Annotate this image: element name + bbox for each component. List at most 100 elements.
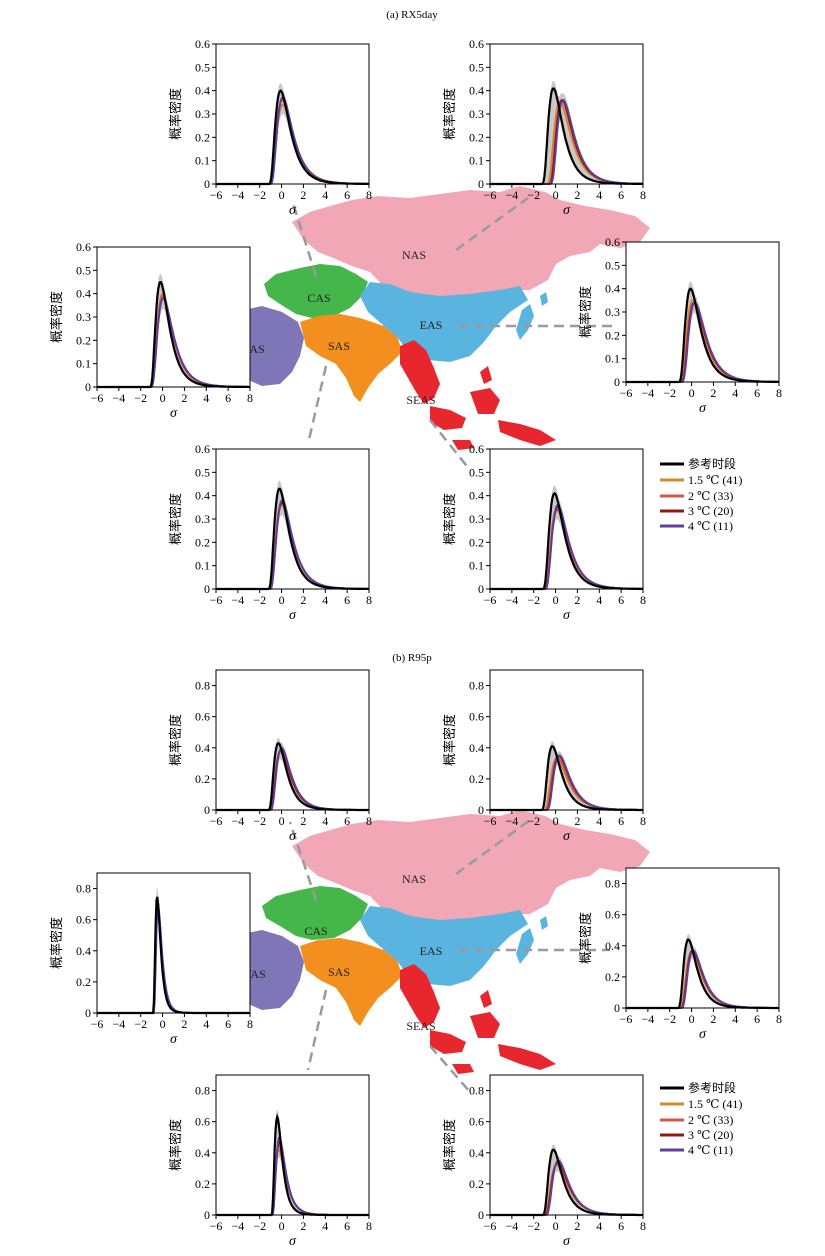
y-axis-label: 概率密度 [168,88,184,140]
y-tick-label: 0.8 [605,877,620,891]
x-tick-label: 0 [689,1012,695,1026]
x-axis-label: σ [563,829,571,844]
y-tick-label: 0.4 [469,84,484,98]
x-tick-label: −4 [231,593,244,607]
x-tick-label: 2 [300,814,306,828]
region-label-sas: SAS [328,965,350,979]
y-tick-label: 0.1 [195,559,210,573]
x-tick-label: −2 [253,814,266,828]
y-tick-label: 0.1 [469,154,484,168]
y-tick-label: 0 [204,582,210,596]
y-tick-label: 0.4 [195,741,210,755]
plot-area [97,247,250,387]
x-tick-label: −2 [253,188,266,202]
x-axis-label: σ [289,608,297,623]
panel-a-title: (a) RX5day [386,9,438,21]
x-tick-label: 0 [160,1017,166,1031]
plot-area [490,449,643,589]
y-tick-label: 0.2 [469,772,484,786]
x-tick-label: −4 [231,1219,244,1233]
y-axis-label: 概率密度 [442,714,458,766]
y-tick-label: 0 [478,1208,484,1222]
region-label-nas: NAS [402,248,426,262]
x-tick-label: 0 [553,814,559,828]
x-tick-label: 8 [640,188,646,202]
x-tick-label: 0 [160,391,166,405]
x-tick-label: 6 [754,1012,760,1026]
y-axis-label: 概率密度 [49,917,65,969]
plot-frame [215,1074,370,1216]
region-label-sas: SAS [328,339,350,353]
x-tick-label: 6 [344,814,350,828]
leader-lines-b [288,818,610,1093]
y-tick-label: 0 [478,803,484,817]
y-tick-label: 0.6 [195,442,210,456]
y-tick-label: 0.2 [605,970,620,984]
panel-b-title: (b) R95p [392,652,432,664]
region-eas-islands [516,292,548,340]
x-axis-label: σ [170,1032,178,1047]
y-axis-label: 概率密度 [168,493,184,545]
plot-b-nas: −6 −4 −2 0 2 4 6 8 0 0.2 0.4 0.6 0.8 σ 概率密度 [442,669,646,844]
x-tick-label: 4 [596,1219,602,1233]
x-tick-label: 4 [322,1219,328,1233]
x-tick-label: 6 [754,386,760,400]
x-tick-label: −2 [134,1017,147,1031]
y-tick-label: 0.6 [605,908,620,922]
x-axis-label: σ [289,1234,297,1249]
x-tick-label: −6 [620,386,633,400]
x-tick-label: 8 [247,391,253,405]
plot-frame [489,669,644,811]
y-tick-label: 0.5 [76,263,91,277]
y-tick-label: 0.1 [76,357,91,371]
plot-a-seas: −6 −4 −2 0 2 4 6 8 0 0.1 0.2 0.3 0.4 0.5 0.6 σ 概率密度 [442,442,646,623]
x-tick-label: −6 [210,188,223,202]
y-tick-label: 0.6 [76,913,91,927]
x-tick-label: −6 [91,391,104,405]
x-tick-label: −2 [253,593,266,607]
plot-a-was: −6 −4 −2 0 2 4 6 8 0 0.1 0.2 0.3 0.4 0.5 0.6 σ 概率密度 [49,240,253,421]
x-tick-label: −2 [253,1219,266,1233]
x-tick-label: 0 [279,1219,285,1233]
x-tick-label: 2 [574,1219,580,1233]
x-tick-label: 8 [366,593,372,607]
y-tick-label: 0.5 [469,60,484,74]
y-tick-label: 0.2 [605,328,620,342]
y-tick-label: 0.2 [469,535,484,549]
x-tick-label: 4 [732,386,738,400]
x-tick-label: −2 [527,814,540,828]
region-cas-shape [262,886,368,940]
y-tick-label: 0.8 [76,882,91,896]
plot-area [490,1075,643,1215]
spread-envelope [490,80,643,184]
region-eas-islands [516,916,548,964]
x-tick-label: 2 [574,593,580,607]
legend-label-3c: 3 ℃ (20) [688,504,733,518]
plot-frame [489,1074,644,1216]
y-tick-label: 0.2 [76,333,91,347]
y-tick-label: 0.6 [605,235,620,249]
y-tick-label: 0.4 [195,84,210,98]
y-tick-label: 0.6 [76,240,91,254]
plot-a-eas: −6 −4 −2 0 2 4 6 8 0 0.1 0.2 0.3 0.4 0.5 0.6 σ 概率密度 [578,235,782,416]
x-tick-label: 0 [279,593,285,607]
y-tick-label: 0.4 [76,287,91,301]
x-tick-label: 4 [596,814,602,828]
y-tick-label: 0.1 [469,559,484,573]
x-axis-label: σ [289,829,297,844]
plot-b-eas: −6 −4 −2 0 2 4 6 8 0 0.2 0.4 0.6 0.8 σ 概率密度 [578,867,782,1042]
x-tick-label: −4 [231,814,244,828]
legend-label-4c: 4 ℃ (11) [688,519,733,533]
plot-area [216,44,369,184]
y-tick-label: 0.6 [469,710,484,724]
y-axis-label: 概率密度 [442,88,458,140]
x-tick-label: 0 [553,1219,559,1233]
plot-frame [215,669,370,811]
plot-b-seas: −6 −4 −2 0 2 4 6 8 0 0.2 0.4 0.6 0.8 σ 概率密度 [442,1074,646,1249]
y-tick-label: 0 [614,1001,620,1015]
x-tick-label: 8 [640,1219,646,1233]
x-tick-label: −6 [210,814,223,828]
x-tick-label: 4 [203,1017,209,1031]
region-label-eas: EAS [420,944,443,958]
